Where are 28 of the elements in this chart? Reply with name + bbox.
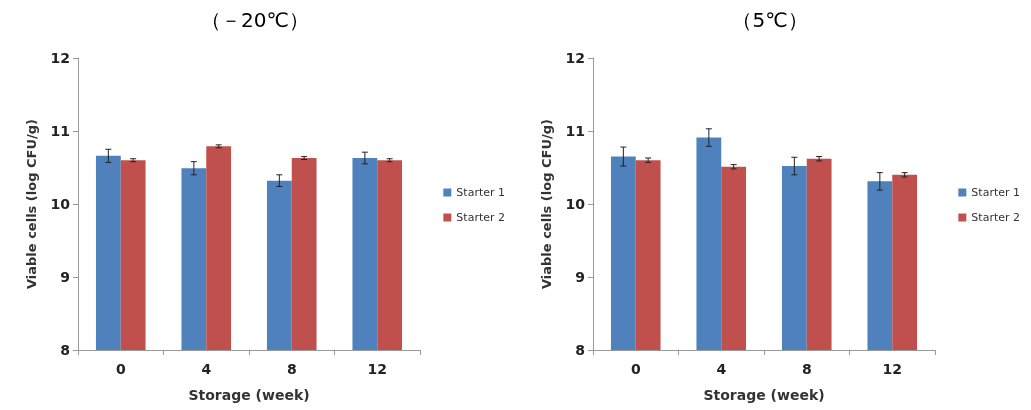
legend-label: Starter 1 xyxy=(971,186,1021,199)
y-axis-title: Viable cells (log CFU/g) xyxy=(24,119,39,289)
y-tick-label: 8 xyxy=(60,342,70,358)
x-tick-label: 8 xyxy=(801,361,812,377)
x-axis-title: Storage (week) xyxy=(188,387,310,403)
y-tick-label: 10 xyxy=(50,196,71,212)
x-tick-label: 12 xyxy=(367,361,387,377)
x-tick-label: 8 xyxy=(286,361,297,377)
y-tick-label: 12 xyxy=(50,50,70,66)
y-tick-label: 8 xyxy=(575,342,585,358)
x-tick-label: 12 xyxy=(882,361,902,377)
y-tick-label: 9 xyxy=(575,269,585,285)
y-axis-title: Viable cells (log CFU/g) xyxy=(539,119,554,289)
chart-title: （－20℃） xyxy=(201,8,309,32)
y-tick-label: 10 xyxy=(565,196,586,212)
x-axis-title: Storage (week) xyxy=(703,387,825,403)
y-tick-label: 12 xyxy=(565,50,585,66)
legend-label: Starter 2 xyxy=(456,211,506,224)
legend-label: Starter 2 xyxy=(971,211,1021,224)
legend-label: Starter 1 xyxy=(456,186,506,199)
chart-title: （5℃） xyxy=(732,8,808,32)
y-tick-label: 9 xyxy=(60,269,70,285)
x-tick-label: 0 xyxy=(115,361,126,377)
y-tick-label: 11 xyxy=(50,123,70,139)
x-tick-label: 4 xyxy=(201,361,212,377)
x-tick-label: 4 xyxy=(716,361,727,377)
x-tick-label: 0 xyxy=(630,361,641,377)
y-tick-label: 11 xyxy=(565,123,585,139)
